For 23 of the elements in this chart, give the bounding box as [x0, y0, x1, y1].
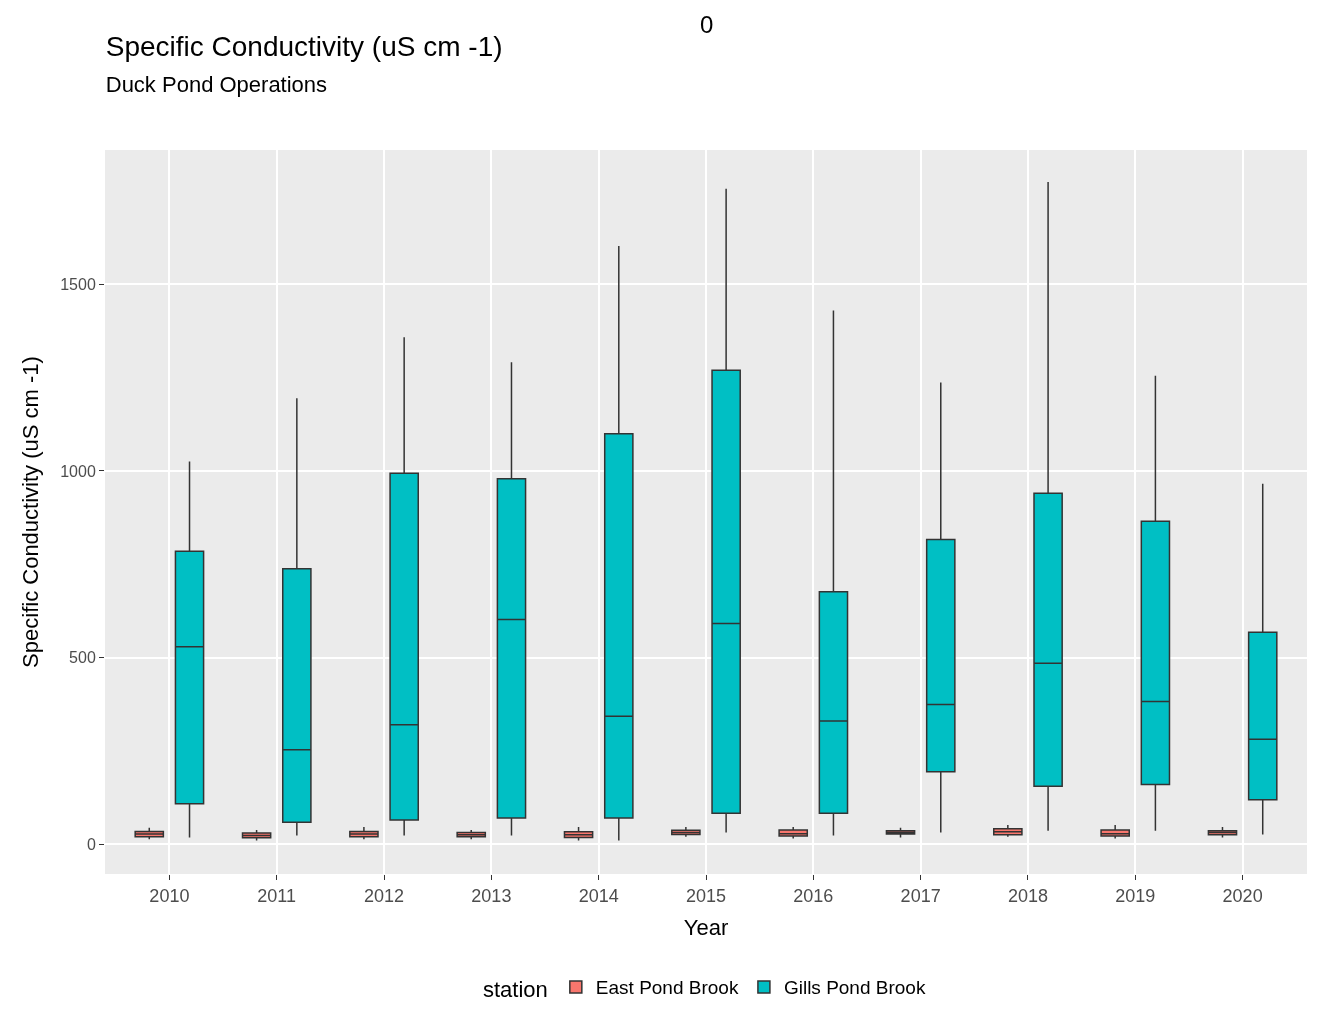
text: 0: [700, 11, 714, 38]
x-tick-label: 2018: [1007, 885, 1048, 906]
x-tick-label: 2012: [364, 885, 405, 906]
x-axis-title: Year: [683, 915, 729, 941]
chart-subtitle: Duck Pond Operations: [105, 72, 328, 98]
x-tick-label: 2015: [685, 885, 727, 906]
x-tick-label: 2020: [1222, 885, 1263, 906]
legend-label: Gills Pond Brook: [783, 977, 926, 999]
y-tick-label: 1000: [60, 462, 96, 480]
x-tick-label: 2019: [1115, 885, 1156, 906]
y-axis-title: Specific Conductivity (uS cm -1): [18, 356, 44, 668]
y-tick-label: 1500: [60, 275, 96, 293]
legend-title: station: [483, 976, 548, 1002]
x-tick-label: 2014: [578, 885, 619, 906]
x-tick-label: 2013: [471, 885, 512, 906]
x-tick-label: 2016: [793, 885, 834, 906]
legend-label: East Pond Brook: [595, 977, 739, 999]
y-tick-label: 0: [86, 835, 96, 853]
y-tick-label: 500: [69, 649, 96, 667]
chart-title: Specific Conductivity (uS cm -1): [105, 31, 503, 63]
x-tick-label: 2010: [149, 885, 190, 906]
x-tick-label: 2017: [900, 885, 941, 906]
x-tick-label: 2011: [257, 885, 297, 906]
